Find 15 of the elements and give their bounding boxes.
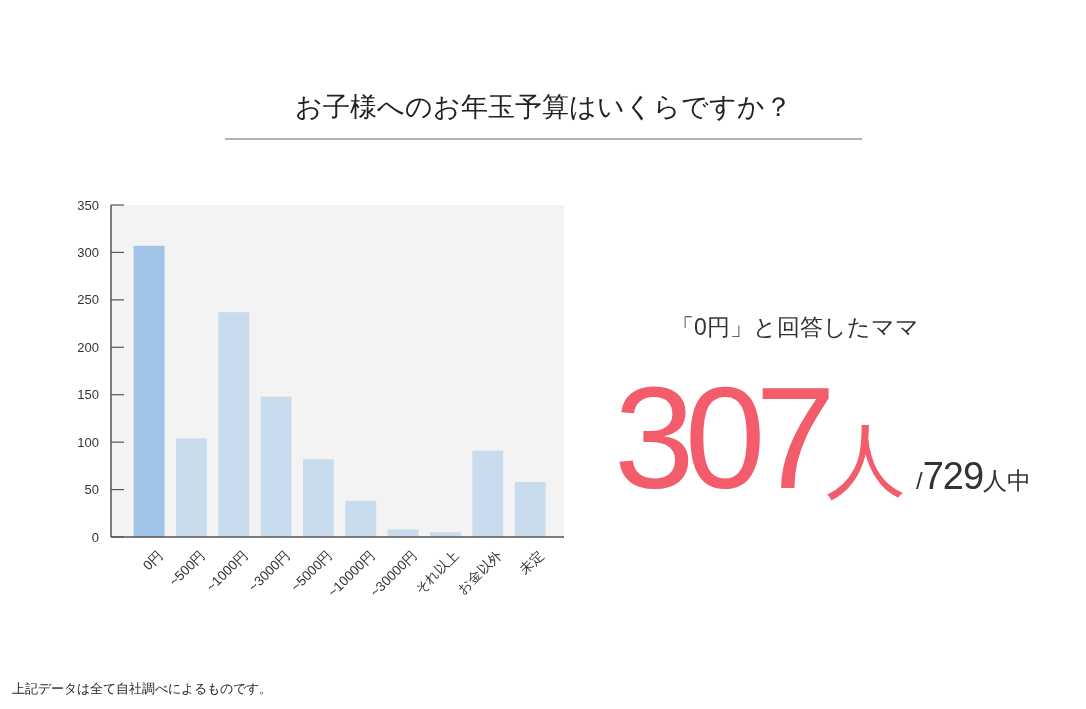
- text: 「0円」と回答したママ: [671, 314, 919, 340]
- y-tick-label: 0: [91, 529, 99, 545]
- x-tick-label: 未定: [516, 547, 547, 578]
- y-tick-label: 50: [84, 482, 99, 498]
- y-tick-label: 100: [77, 434, 99, 450]
- x-tick-label: 0円: [140, 547, 166, 574]
- y-tick-label: 350: [77, 197, 99, 213]
- y-tick-label: 250: [77, 292, 99, 308]
- text: /729人中: [916, 455, 1032, 497]
- y-tick-label: 200: [77, 339, 99, 355]
- title: お子様へのお年玉予算はいくらですか？: [294, 92, 792, 122]
- text: 上記データは全て自社調べによるものです。: [12, 682, 272, 696]
- y-tick-label: 300: [77, 244, 99, 260]
- y-tick-label: 150: [77, 387, 99, 403]
- text: 307人: [614, 357, 906, 519]
